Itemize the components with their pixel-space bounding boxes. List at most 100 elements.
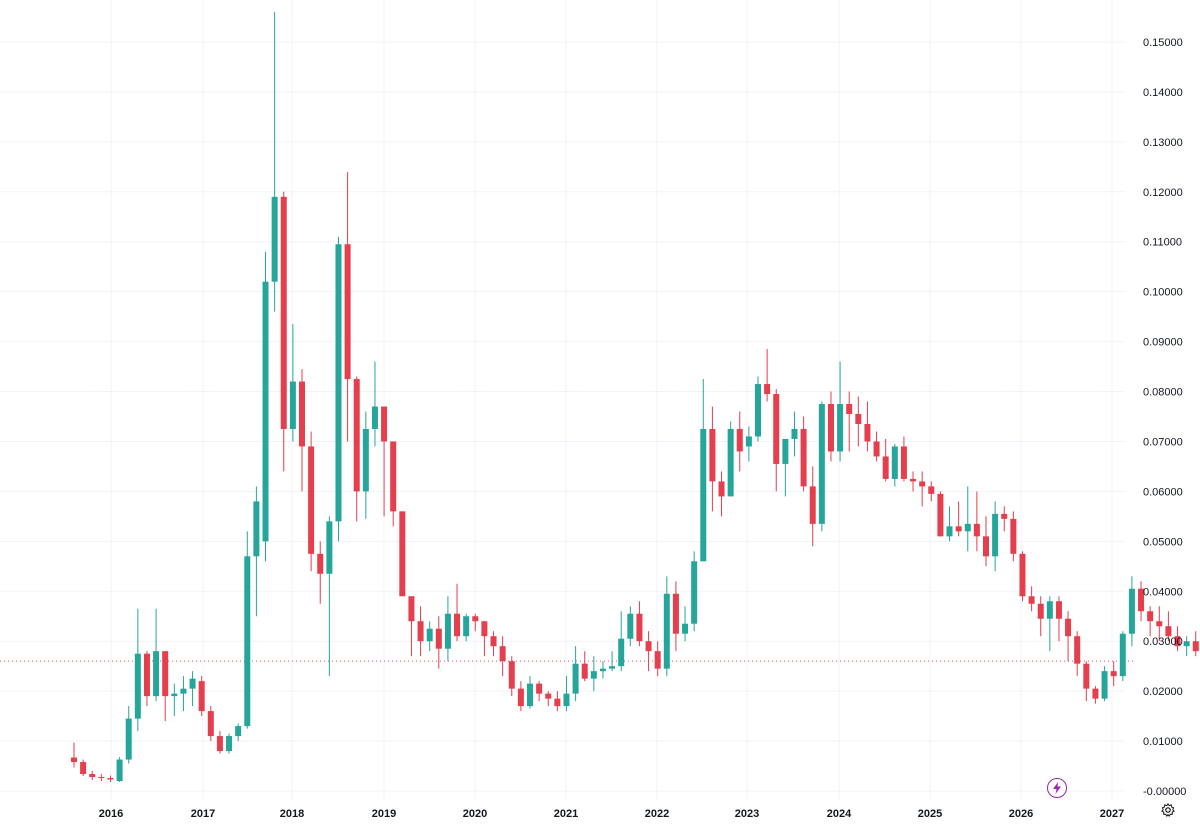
candle [1055, 596, 1062, 642]
candle [536, 681, 543, 702]
candle-body [454, 613, 461, 637]
candle-body [809, 486, 816, 524]
candle-body [216, 736, 223, 752]
x-tick-label: 2027 [1100, 808, 1124, 820]
candle [180, 676, 187, 712]
candle [1119, 631, 1126, 682]
candle-body [371, 406, 378, 429]
candle [827, 391, 834, 462]
candle [645, 631, 652, 672]
candle [308, 431, 315, 572]
candle [189, 671, 196, 707]
candle-body [399, 511, 406, 597]
candle-body [618, 638, 625, 667]
candle [764, 349, 771, 402]
candle-body [682, 623, 689, 634]
candle [481, 621, 488, 657]
candle-body [782, 438, 789, 464]
candle [736, 411, 743, 472]
candle [344, 171, 351, 442]
candle [326, 516, 333, 677]
candle-body [718, 481, 725, 497]
candle-body [98, 777, 105, 779]
candle [435, 616, 442, 669]
replay-button[interactable] [1047, 778, 1067, 798]
candle-body [1174, 636, 1181, 647]
y-tick-label: 0.04000 [1143, 586, 1183, 598]
candle [663, 576, 670, 677]
candle [235, 723, 242, 742]
candle-body [554, 698, 561, 707]
candle-body [107, 778, 114, 780]
candle-body [636, 613, 643, 642]
candle-body [545, 693, 552, 699]
candle-body [937, 493, 944, 537]
candle [809, 466, 816, 547]
candle-body [946, 526, 953, 537]
candle [472, 613, 479, 632]
candle [745, 426, 752, 462]
candle-body [235, 726, 242, 737]
y-axis[interactable]: -0.00000 0.01000 0.02000 0.03000 0.04000 0.05… [1143, 37, 1186, 798]
candle [992, 501, 999, 572]
candle-body [1019, 553, 1026, 597]
candle-body [627, 613, 634, 639]
candle-body [153, 651, 160, 697]
candle-body [289, 381, 296, 429]
candle-body [362, 428, 369, 492]
x-tick-label: 2017 [191, 808, 215, 820]
candle [627, 606, 634, 647]
candle [143, 651, 150, 707]
candle [1110, 661, 1117, 687]
candle [983, 516, 989, 567]
candle-body [709, 428, 716, 482]
candle [98, 774, 105, 782]
candle [846, 391, 853, 452]
candle-body [80, 762, 87, 775]
candle-body [408, 596, 415, 622]
candle [1192, 631, 1199, 657]
x-tick-label: 2025 [918, 808, 942, 820]
candle-body [1119, 633, 1126, 677]
candle [317, 541, 324, 604]
candle [946, 506, 953, 542]
x-tick-label: 2023 [735, 808, 759, 820]
candle [527, 676, 533, 709]
candle-body [654, 651, 661, 669]
candle [636, 601, 643, 647]
candle [1046, 596, 1053, 652]
candle-body [463, 616, 470, 637]
candle [490, 631, 497, 657]
gear-icon [1161, 803, 1175, 817]
candle-body [317, 553, 324, 574]
chart-settings-button[interactable] [1160, 802, 1176, 818]
candle [198, 676, 205, 717]
candle-body [837, 404, 844, 452]
candle [563, 676, 570, 712]
candle [116, 757, 123, 783]
candle [390, 441, 397, 527]
candle [1165, 611, 1172, 642]
candle [773, 389, 780, 492]
candle [71, 742, 77, 768]
candle-body [1037, 603, 1044, 619]
x-tick-label: 2019 [372, 808, 396, 820]
x-axis[interactable]: 2016 2017 2018 2019 2020 2021 2022 2023 2024 2025… [99, 808, 1124, 820]
candle-body [1101, 671, 1108, 699]
candle-body [198, 681, 205, 712]
y-tick-label: 0.01000 [1143, 736, 1183, 748]
candle [371, 361, 378, 447]
x-tick-label: 2020 [463, 808, 487, 820]
candle-body [299, 381, 305, 447]
y-tick-label: 0.02000 [1143, 686, 1183, 698]
candle-body [791, 428, 798, 439]
candle [171, 683, 178, 717]
candle-body [873, 441, 880, 457]
y-tick-label: 0.06000 [1143, 486, 1183, 498]
candle-body [590, 671, 597, 679]
candle-body [773, 394, 780, 464]
candle [89, 771, 96, 781]
candle [362, 411, 369, 519]
